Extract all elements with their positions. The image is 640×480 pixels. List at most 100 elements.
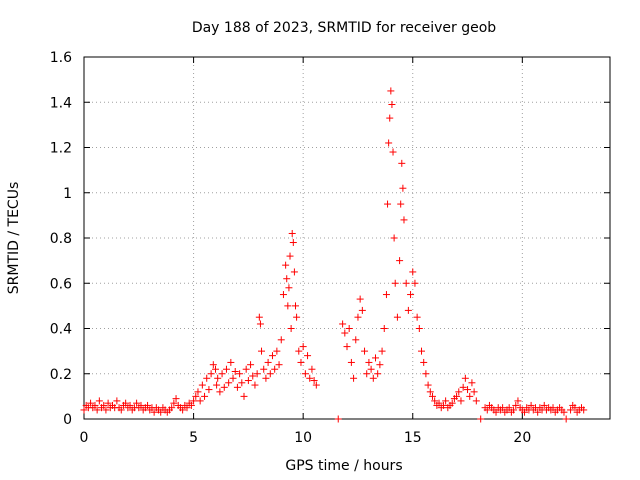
- data-point: [172, 395, 180, 403]
- data-point: [448, 399, 456, 407]
- data-point: [288, 229, 296, 237]
- data-point: [306, 374, 314, 382]
- data-point: [117, 406, 125, 414]
- data-point: [297, 358, 305, 366]
- data-point: [268, 352, 276, 360]
- data-point: [282, 261, 290, 269]
- data-point: [399, 184, 407, 192]
- data-point: [409, 268, 417, 276]
- data-point: [240, 392, 248, 400]
- data-point: [209, 361, 217, 369]
- data-point: [301, 370, 309, 378]
- data-point: [453, 392, 461, 400]
- data-point: [168, 404, 176, 412]
- data-point: [192, 392, 200, 400]
- data-point: [378, 347, 386, 355]
- data-point: [358, 306, 366, 314]
- y-tick-label: 0.4: [50, 322, 72, 338]
- data-point: [505, 404, 513, 412]
- data-point: [196, 397, 204, 405]
- data-point: [310, 377, 318, 385]
- data-point: [216, 388, 224, 396]
- data-point: [512, 401, 520, 409]
- data-point: [439, 401, 447, 409]
- data-point: [464, 386, 472, 394]
- data-point: [299, 343, 307, 351]
- data-point: [255, 313, 263, 321]
- data-point: [390, 234, 398, 242]
- data-point: [260, 365, 268, 373]
- data-point: [483, 406, 491, 414]
- data-point: [266, 370, 274, 378]
- data-point: [365, 358, 373, 366]
- data-point: [253, 370, 261, 378]
- data-point: [549, 404, 557, 412]
- data-point: [104, 399, 112, 407]
- data-point: [350, 374, 358, 382]
- data-point: [271, 365, 279, 373]
- data-point: [380, 325, 388, 332]
- data-point: [540, 401, 548, 409]
- data-point: [222, 365, 230, 373]
- y-tick-label: 1.6: [50, 50, 72, 66]
- data-point: [287, 325, 295, 332]
- data-point: [384, 200, 392, 208]
- plot-frame: [83, 56, 611, 420]
- data-point: [426, 388, 434, 396]
- data-point: [369, 374, 377, 382]
- data-point: [339, 320, 347, 328]
- data-point: [341, 329, 349, 337]
- data-point: [461, 374, 469, 382]
- data-point: [100, 401, 108, 409]
- data-point: [249, 372, 257, 380]
- data-point: [472, 397, 480, 405]
- data-point: [285, 284, 293, 292]
- data-point: [150, 408, 158, 416]
- data-point: [388, 101, 396, 109]
- data-point: [457, 397, 465, 405]
- data-point: [422, 370, 430, 378]
- y-tick-label: 1.2: [50, 141, 72, 157]
- data-point: [431, 397, 439, 405]
- data-point: [93, 406, 101, 414]
- x-tick-label: 10: [294, 430, 312, 446]
- data-point: [393, 313, 401, 321]
- data-point: [459, 383, 467, 391]
- data-point: [256, 320, 264, 328]
- data-point: [374, 370, 382, 378]
- x-tick-label: 15: [404, 430, 422, 446]
- data-point: [580, 406, 588, 414]
- data-point: [402, 279, 410, 287]
- data-point: [187, 401, 195, 409]
- chart-title: Day 188 of 2023, SRMTID for receiver geo…: [192, 20, 496, 36]
- data-point: [227, 358, 235, 366]
- data-point: [435, 399, 443, 407]
- data-point: [442, 397, 450, 405]
- data-point: [170, 399, 178, 407]
- data-point: [113, 397, 121, 405]
- data-point: [354, 313, 362, 321]
- data-point: [236, 370, 244, 378]
- data-point: [277, 336, 285, 344]
- data-point: [87, 399, 95, 407]
- data-point: [385, 139, 393, 147]
- data-point: [468, 379, 476, 387]
- data-point: [345, 325, 353, 332]
- data-point: [290, 268, 298, 276]
- data-point: [387, 87, 395, 95]
- data-point: [198, 381, 206, 389]
- data-point: [218, 370, 226, 378]
- data-point: [190, 397, 198, 405]
- data-point: [258, 347, 266, 355]
- y-tick-label: 0.2: [50, 367, 72, 383]
- data-point: [183, 404, 191, 412]
- data-point: [334, 415, 342, 423]
- data-point: [95, 397, 103, 405]
- data-point: [91, 401, 99, 409]
- data-point: [397, 200, 405, 208]
- data-point: [102, 406, 110, 414]
- data-point: [279, 291, 287, 299]
- y-tick-labels: 0 0.2 0.4 0.6 0.8 1 1.2 1.4 1.6: [50, 50, 72, 428]
- y-axis-label: SRMTID / TECUs: [6, 182, 22, 295]
- data-point: [122, 399, 130, 407]
